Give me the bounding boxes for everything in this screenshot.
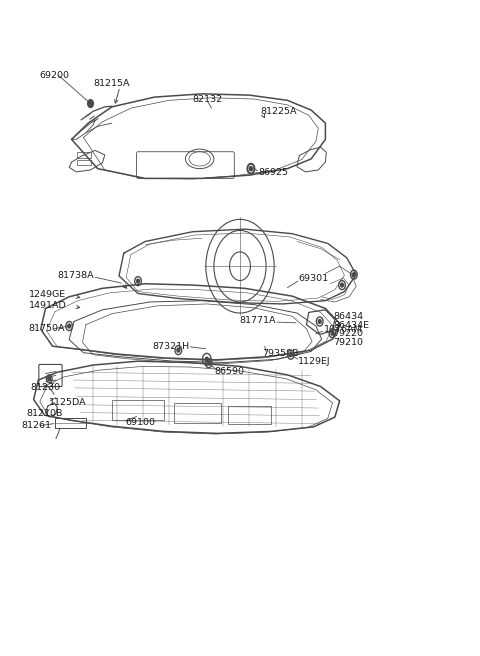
Circle shape [205,358,208,361]
Text: 1129EJ: 1129EJ [298,357,331,365]
Bar [112,400,164,420]
Circle shape [331,331,334,335]
Circle shape [341,283,343,287]
Text: 1491AD: 1491AD [29,300,67,310]
Circle shape [352,273,355,277]
Circle shape [318,319,321,323]
Circle shape [137,279,139,283]
Text: 81750A: 81750A [29,324,65,333]
Text: 86434E: 86434E [333,321,369,330]
Text: 1249GE: 1249GE [29,291,66,299]
Bar [77,152,92,157]
Circle shape [177,348,180,352]
Circle shape [289,353,292,357]
Text: 81738A: 81738A [58,271,95,280]
Text: 81225A: 81225A [260,107,297,116]
Text: 79210: 79210 [333,338,363,347]
Bar [174,403,221,423]
Text: 81261: 81261 [22,421,52,430]
Circle shape [250,167,252,171]
Text: 81771A: 81771A [240,316,276,325]
Bar [228,406,271,424]
Circle shape [88,100,94,108]
Text: 82132: 82132 [192,95,223,104]
Text: 86590: 86590 [215,367,245,376]
Text: 81210B: 81210B [26,409,63,418]
Text: 87321H: 87321H [152,342,189,352]
Circle shape [207,361,210,365]
Text: 69100: 69100 [125,419,155,428]
Text: 79220: 79220 [333,329,363,338]
Text: 79359B: 79359B [262,349,299,358]
Text: 69200: 69200 [40,71,70,80]
Text: 81230: 81230 [30,383,60,392]
Text: 86925: 86925 [258,168,288,177]
Text: 86434: 86434 [333,312,363,321]
Circle shape [48,377,51,380]
Bar [77,159,92,165]
Circle shape [68,324,71,328]
Bar [55,418,86,428]
Text: 1076AM: 1076AM [324,325,362,334]
Text: 81215A: 81215A [93,79,130,88]
Text: 69301: 69301 [298,274,328,283]
Circle shape [250,167,252,171]
Text: 1125DA: 1125DA [49,398,87,407]
